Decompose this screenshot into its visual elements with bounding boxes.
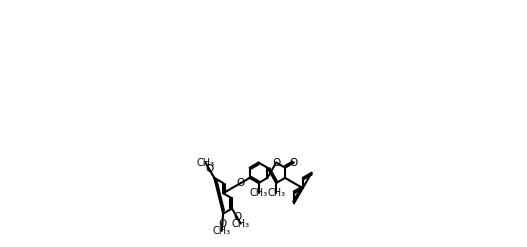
Text: CH₃: CH₃ (267, 188, 285, 198)
Text: O: O (205, 164, 213, 174)
Text: CH₃: CH₃ (197, 158, 214, 168)
Text: O: O (237, 178, 245, 188)
Text: O: O (233, 212, 241, 222)
Text: O: O (272, 158, 280, 167)
Text: CH₃: CH₃ (231, 219, 250, 228)
Text: O: O (218, 219, 227, 229)
Text: CH₃: CH₃ (249, 188, 268, 198)
Text: CH₃: CH₃ (213, 226, 231, 236)
Text: O: O (290, 158, 298, 167)
